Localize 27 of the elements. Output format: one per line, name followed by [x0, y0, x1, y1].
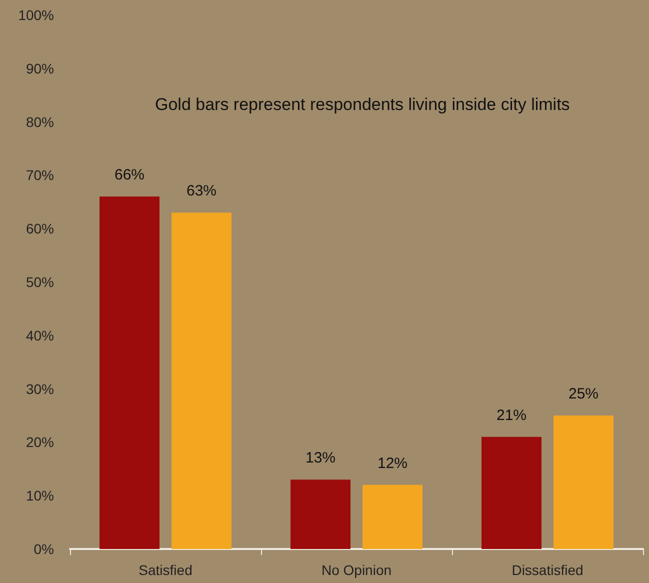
- bar: [172, 212, 232, 549]
- data-label: 25%: [568, 386, 599, 402]
- data-label: 13%: [305, 450, 336, 467]
- y-tick-label: 50%: [26, 274, 54, 290]
- y-tick-label: 60%: [26, 220, 54, 237]
- y-tick-label: 40%: [26, 327, 54, 344]
- y-tick-label: 70%: [26, 167, 54, 184]
- x-tick-label: Dissatisfied: [512, 562, 584, 578]
- bar: [362, 484, 422, 549]
- y-tick-label: 0%: [34, 541, 54, 557]
- bar: [554, 416, 614, 549]
- bar: [100, 196, 160, 549]
- x-tick-label: No Opinion: [321, 562, 392, 578]
- y-tick-label: 90%: [26, 60, 54, 76]
- data-label: 12%: [377, 454, 408, 472]
- bar: [290, 480, 350, 549]
- y-tick-label: 30%: [26, 380, 54, 397]
- y-tick-label: 10%: [26, 488, 54, 504]
- data-label: 21%: [496, 406, 527, 424]
- data-label: 66%: [114, 166, 145, 184]
- y-tick-label: 100%: [18, 7, 54, 23]
- y-tick-label: 80%: [26, 114, 54, 130]
- annotation: Gold bars represent respondents living inside city limits: [155, 95, 570, 114]
- bar: [482, 436, 542, 549]
- data-label: 63%: [186, 182, 217, 200]
- y-tick-label: 20%: [26, 434, 54, 450]
- x-tick-label: Satisfied: [138, 562, 192, 578]
